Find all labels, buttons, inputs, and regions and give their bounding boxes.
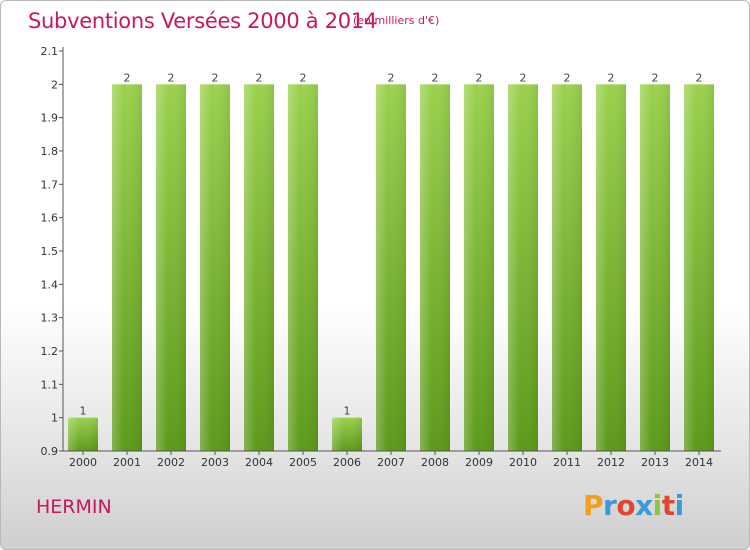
logo-letter: r [603,489,617,522]
data-label: 2 [652,71,659,84]
x-tick-label: 2010 [509,456,537,469]
y-tick-label: 1.7 [41,178,59,191]
x-tick-label: 2001 [113,456,141,469]
logo-letter: x [635,489,653,522]
logo-letter: i [652,489,663,522]
chart-unit: (en milliers d'€) [353,14,440,27]
data-label: 1 [344,405,351,418]
bar-shade [596,84,626,451]
bars-layer: 1 2 2 2 2 2 1 2 2 2 2 2 2 2 2 [68,71,714,451]
x-tick-label: 2003 [201,456,229,469]
data-label: 2 [124,71,131,84]
axes-layer: 2000 2001 2002 2003 2004 2005 2006 2007 2008 2009… [41,45,721,469]
data-label: 1 [80,405,87,418]
y-tick-label: 1.2 [41,345,59,358]
proxiti-logo[interactable]: Proxiti [583,489,684,522]
data-label: 2 [388,71,395,84]
bar-shade [156,84,186,451]
data-label: 2 [696,71,703,84]
y-tick-label: 1.9 [41,112,59,125]
x-tick-label: 2013 [641,456,669,469]
logo-letter: i [674,489,685,522]
data-label: 2 [300,71,307,84]
bar-shade [332,417,362,451]
x-tick-label: 2011 [553,456,581,469]
x-tick-label: 2005 [289,456,317,469]
chart-title: Subventions Versées 2000 à 2014 [28,9,377,33]
bar-shade [464,84,494,451]
bar-shade [68,417,98,451]
bar-shade [508,84,538,451]
x-tick-label: 2000 [69,456,97,469]
data-label: 2 [168,71,175,84]
logo-letter: P [583,489,604,522]
bar-shade [420,84,450,451]
y-tick-label: 1.8 [41,145,59,158]
y-tick-label: 1.3 [41,312,59,325]
data-label: 2 [256,71,263,84]
bar-shade [244,84,274,451]
data-label: 2 [564,71,571,84]
x-tick-label: 2002 [157,456,185,469]
data-label: 2 [520,71,527,84]
data-label: 2 [432,71,439,84]
logo-letter: t [661,489,675,522]
bar-shade [684,84,714,451]
bar-shade [112,84,142,451]
x-tick-label: 2004 [245,456,273,469]
x-tick-label: 2007 [377,456,405,469]
x-tick-label: 2014 [685,456,713,469]
data-label: 2 [212,71,219,84]
bar-shade [552,84,582,451]
logo-letter: o [616,489,636,522]
y-tick-label: 1 [51,412,58,425]
x-tick-label: 2008 [421,456,449,469]
x-tick-label: 2006 [333,456,361,469]
data-label: 2 [608,71,615,84]
y-tick-label: 1.4 [41,278,59,291]
bar-shade [200,84,230,451]
y-tick-label: 1.5 [41,245,59,258]
y-tick-label: 2.1 [41,45,59,58]
data-label: 2 [476,71,483,84]
bar-shade [288,84,318,451]
y-tick-label: 2 [51,78,58,91]
y-tick-label: 0.9 [41,445,59,458]
y-tick-label: 1.6 [41,212,59,225]
bar-shade [376,84,406,451]
x-tick-label: 2009 [465,456,493,469]
bar-shade [640,84,670,451]
commune-name: HERMIN [36,496,112,518]
x-tick-label: 2012 [597,456,625,469]
y-tick-label: 1.1 [41,378,59,391]
